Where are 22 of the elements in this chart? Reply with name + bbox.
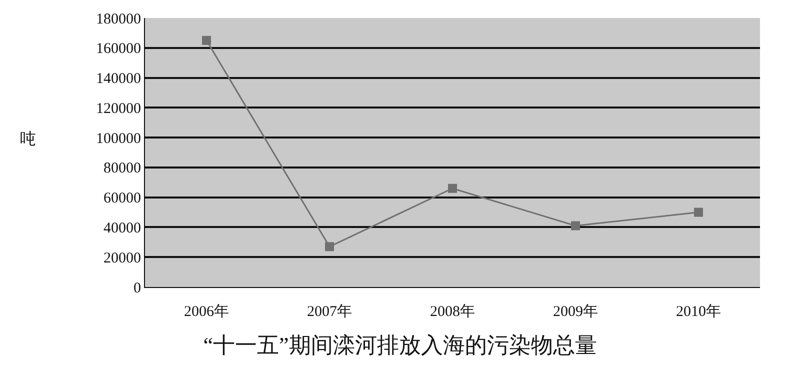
y-tick-label: 180000 [96,11,141,28]
point [694,208,703,217]
x-tick-label: 2006年 [184,303,229,320]
point [202,36,211,45]
y-axis-title: 吨 [20,130,36,148]
y-tick-label: 80000 [104,160,141,177]
y-tick-label: 100000 [96,130,141,147]
x-tick-label: 2009年 [553,303,598,320]
y-tick-label: 0 [134,280,141,296]
point [448,184,457,193]
y-tick-label: 40000 [104,220,141,236]
x-tick-label: 2010年 [676,303,721,320]
y-tick-label: 20000 [104,250,141,266]
point [571,221,580,230]
y-tick-label: 60000 [104,190,141,207]
x-tick-label: 2007年 [307,303,352,320]
x-tick-label: 2008年 [430,303,475,320]
text: “十一五”期间滦河排放入海的污染物总量 [203,332,597,358]
point [325,242,334,252]
y-tick-label: 160000 [96,41,141,58]
y-tick-label: 140000 [96,71,141,88]
y-tick-label: 120000 [96,100,141,117]
